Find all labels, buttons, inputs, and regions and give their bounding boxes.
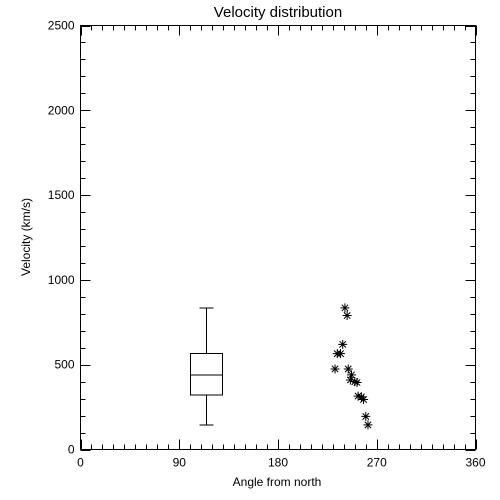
data-point [336, 349, 346, 359]
y-axis-label: Velocity (km/s) [19, 198, 33, 276]
data-point [352, 378, 362, 388]
data-point [353, 391, 363, 401]
y-tick-label: 500 [54, 358, 74, 372]
data-point [361, 411, 371, 421]
x-tick-label: 360 [465, 456, 485, 470]
data-point [350, 377, 360, 387]
x-axis-label: Angle from north [233, 475, 322, 489]
x-tick-label: 270 [367, 456, 387, 470]
x-tick-label: 180 [268, 456, 288, 470]
x-tick-label: 0 [77, 456, 84, 470]
data-point [343, 364, 353, 374]
data-point [347, 370, 357, 380]
data-point [342, 311, 352, 321]
data-point [340, 303, 350, 313]
plot-frame [80, 25, 476, 450]
data-point [345, 375, 355, 385]
data-point [359, 394, 369, 404]
x-tick-label: 90 [173, 456, 187, 470]
y-tick-label: 2000 [48, 103, 75, 117]
boxplot [190, 307, 224, 426]
data-point [363, 420, 373, 430]
y-tick-label: 2500 [48, 19, 75, 33]
y-tick-label: 1000 [48, 273, 75, 287]
tick-labels: 0 90 180 270 360 0 500 1000 1500 2000 2500 [48, 19, 486, 470]
data-point [338, 339, 348, 349]
data-point [330, 364, 340, 374]
y-tick-label: 1500 [48, 188, 75, 202]
chart-title: Velocity distribution [214, 4, 342, 21]
tick-marks [80, 25, 477, 451]
data-points [330, 303, 373, 430]
y-tick-label: 0 [68, 443, 75, 457]
